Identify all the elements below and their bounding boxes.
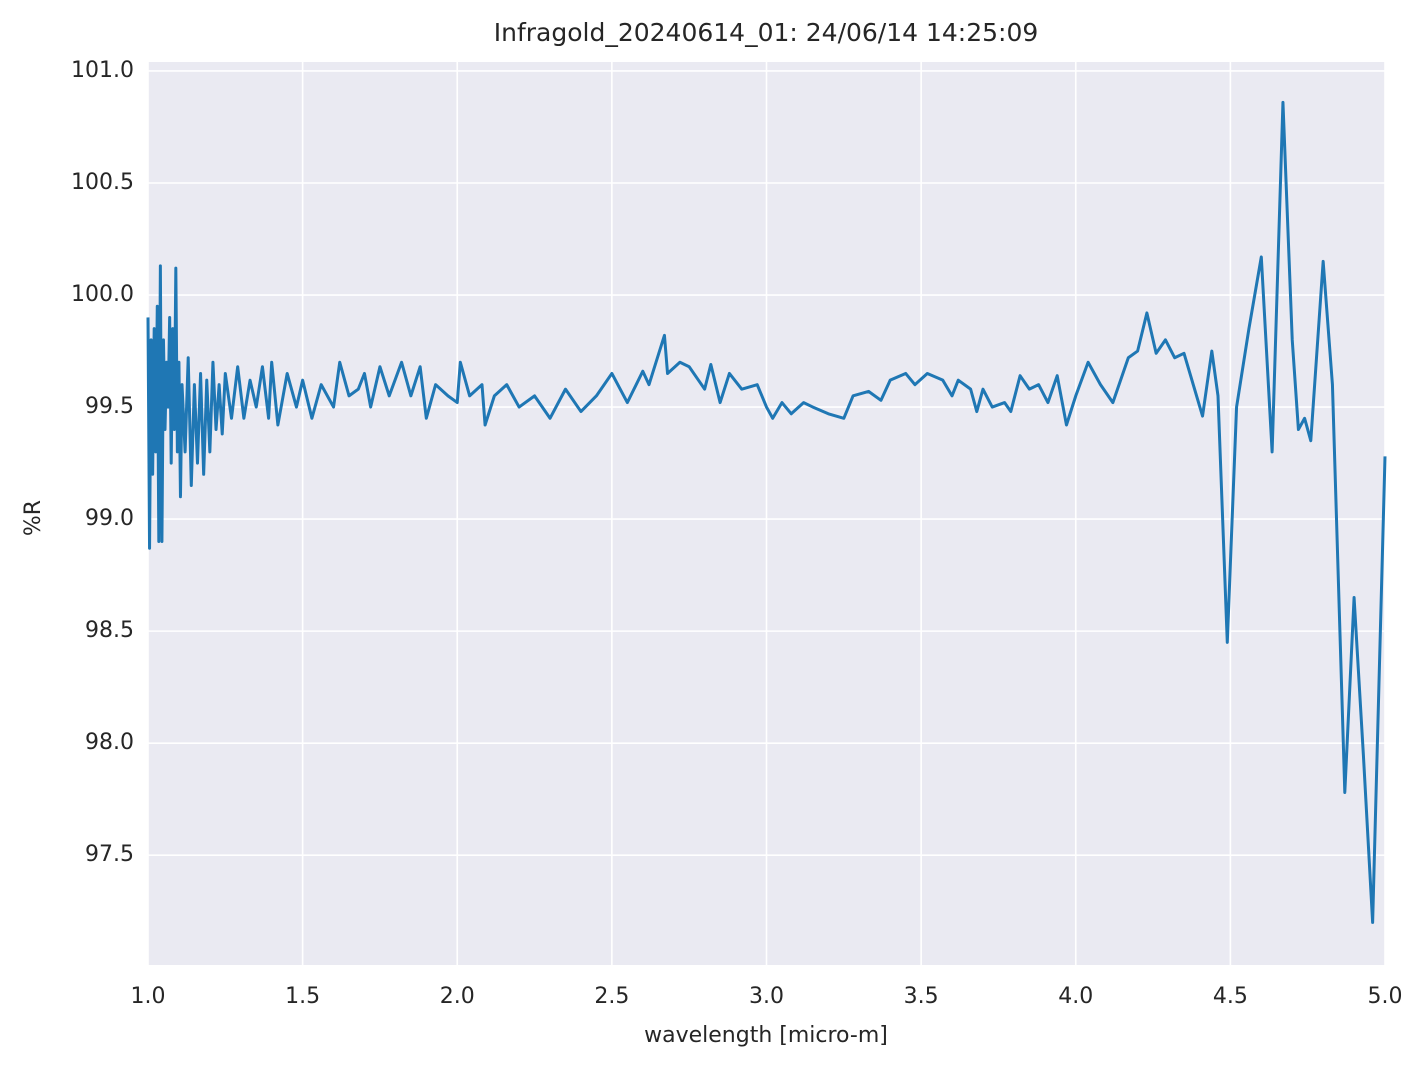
- x-tick-label: 2.0: [440, 984, 475, 1009]
- y-tick-label: 99.5: [85, 394, 134, 419]
- y-tick-label: 98.0: [85, 730, 134, 755]
- y-tick-label: 98.5: [85, 618, 134, 643]
- chart-title: Infragold_20240614_01: 24/06/14 14:25:09: [494, 18, 1039, 47]
- y-tick-label: 97.5: [85, 842, 134, 867]
- x-tick-label: 3.5: [904, 984, 939, 1009]
- x-axis-label: wavelength [micro-m]: [644, 1023, 888, 1048]
- y-tick-label: 101.0: [71, 58, 134, 83]
- y-axis-label: %R: [21, 500, 46, 536]
- x-tick-label: 5.0: [1368, 984, 1403, 1009]
- data-line: [146, 100, 1387, 924]
- x-tick-label: 1.0: [131, 984, 166, 1009]
- x-tick-label: 1.5: [285, 984, 320, 1009]
- x-tick-label: 2.5: [594, 984, 629, 1009]
- y-tick-label: 100.5: [71, 170, 134, 195]
- y-tick-label: 100.0: [71, 282, 134, 307]
- x-tick-label: 3.0: [749, 984, 784, 1009]
- x-tick-label: 4.5: [1213, 984, 1248, 1009]
- x-tick-label: 4.0: [1058, 984, 1093, 1009]
- y-tick-label: 99.0: [85, 506, 134, 531]
